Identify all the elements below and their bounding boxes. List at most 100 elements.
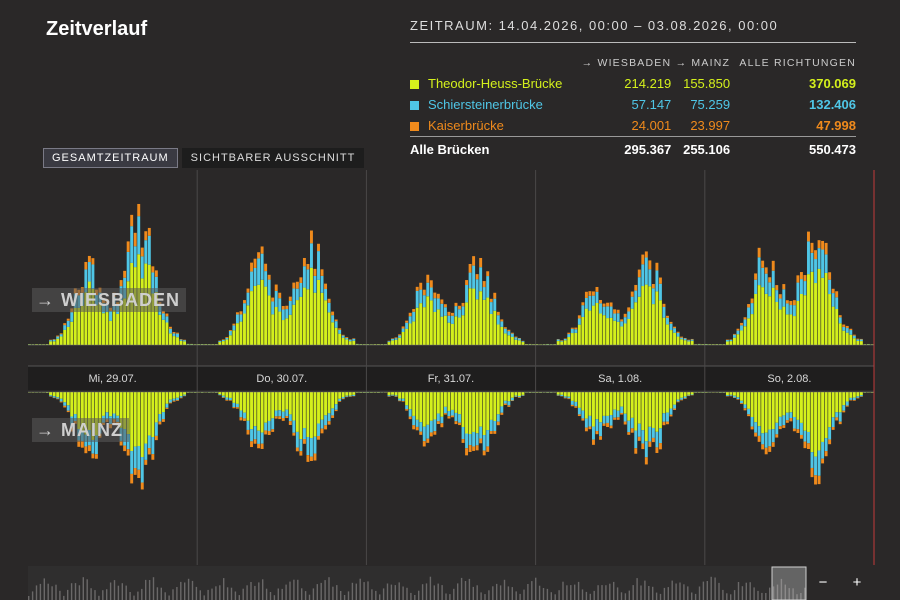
bar-mainz <box>669 408 673 415</box>
overview-bar <box>277 588 279 600</box>
bar-wiesbaden <box>814 283 817 345</box>
bar-mainz <box>782 392 786 416</box>
bar-mainz <box>451 415 454 418</box>
overview-bar <box>765 593 767 600</box>
summary-row-total: Alle Brücken 295.367 255.106 550.473 <box>410 136 856 160</box>
bar-mainz <box>574 401 578 407</box>
bar-wiesbaden <box>507 335 511 345</box>
bar-wiesbaden <box>729 339 733 342</box>
bar-mainz <box>221 395 225 398</box>
zoom-in-button[interactable]: + <box>852 574 862 591</box>
bar-wiesbaden <box>204 344 208 345</box>
overview-bar <box>203 595 205 600</box>
overview-bar <box>453 588 455 600</box>
bar-wiesbaden <box>176 337 179 345</box>
summary-row-theodor-heuss[interactable]: Theodor-Heuss-Brücke 214.219 155.850 370… <box>410 73 856 94</box>
bar-wiesbaden <box>468 288 472 345</box>
bar-wiesbaden <box>747 307 751 319</box>
overview-bar <box>43 578 45 600</box>
overview-bar <box>285 584 287 600</box>
bar-wiesbaden <box>70 321 74 345</box>
bar-wiesbaden <box>620 326 624 345</box>
bar-wiesbaden <box>151 272 155 294</box>
overview-bar <box>585 591 588 600</box>
overview-bar <box>336 585 338 600</box>
overview-bar <box>394 585 396 600</box>
bar-wiesbaden <box>271 314 275 345</box>
bar-wiesbaden <box>796 275 800 283</box>
bar-mainz <box>154 435 158 441</box>
bar-mainz <box>658 428 662 444</box>
summary-row-kaiser[interactable]: Kaiserbrücke 24.001 23.997 47.998 <box>410 115 856 137</box>
bar-mainz <box>172 392 176 399</box>
bar-wiesbaden <box>595 291 599 303</box>
bar-mainz <box>680 392 684 398</box>
bar-wiesbaden <box>454 316 458 345</box>
bar-mainz <box>306 437 310 456</box>
bar-wiesbaden <box>525 344 528 345</box>
bar-mainz <box>158 421 162 425</box>
bar-wiesbaden <box>186 344 190 345</box>
bar-mainz <box>627 420 631 433</box>
bar-wiesbaden <box>510 332 514 334</box>
bar-wiesbaden <box>588 291 592 296</box>
tab-gesamtzeitraum[interactable]: GESAMTZEITRAUM <box>43 148 178 168</box>
overview-bar <box>792 588 794 600</box>
bar-mainz <box>235 392 239 404</box>
bar-wiesbaden <box>235 314 239 324</box>
overview-bar <box>160 587 162 600</box>
bar-mainz <box>849 392 853 398</box>
bar-wiesbaden <box>243 300 246 304</box>
bar-mainz <box>408 416 412 420</box>
overview-bar <box>78 585 81 600</box>
value-all: 370.069 <box>809 76 856 91</box>
bar-mainz <box>324 392 328 416</box>
legend-swatch <box>410 80 419 90</box>
bar-wiesbaden <box>401 328 405 332</box>
tab-sichtbarer-ausschnitt[interactable]: SICHTBARER AUSSCHNITT <box>181 148 365 168</box>
bar-mainz <box>94 392 98 436</box>
bar-mainz <box>743 408 747 411</box>
bar-wiesbaden <box>514 336 518 338</box>
bar-mainz <box>440 423 444 428</box>
bar-wiesbaden <box>658 300 662 345</box>
bar-mainz <box>747 408 751 415</box>
bar-wiesbaden <box>422 307 426 345</box>
bar-mainz <box>288 392 292 415</box>
bar-mainz <box>514 396 518 398</box>
bar-mainz <box>648 426 652 442</box>
bar-mainz <box>581 418 585 421</box>
bar-wiesbaden <box>648 269 652 287</box>
overview-bar <box>737 582 740 600</box>
summary-row-schiersteiner[interactable]: Schiersteinerbrücke 57.147 75.259 132.40… <box>410 94 856 115</box>
bar-wiesbaden <box>218 340 222 343</box>
bar-mainz <box>267 392 271 421</box>
bar-mainz <box>789 412 793 419</box>
zoom-out-button[interactable]: − <box>818 574 828 591</box>
overview-bar <box>117 585 120 600</box>
bar-mainz <box>405 405 409 410</box>
bar-wiesbaden <box>472 265 476 289</box>
bar-wiesbaden <box>507 331 511 336</box>
bar-wiesbaden <box>415 286 419 291</box>
bar-wiesbaden <box>817 248 821 269</box>
bar-wiesbaden <box>126 281 130 345</box>
bar-wiesbaden <box>641 264 645 287</box>
bar-wiesbaden <box>355 344 359 345</box>
bar-mainz <box>687 394 691 396</box>
overview-bar <box>429 576 432 600</box>
bar-mainz <box>228 397 232 401</box>
overview-bar <box>262 579 264 600</box>
bar-wiesbaden <box>768 282 772 297</box>
bar-wiesbaden <box>116 313 120 345</box>
bar-mainz <box>500 392 504 407</box>
bar-wiesbaden <box>644 251 648 258</box>
overview-bar <box>554 594 556 600</box>
bar-mainz <box>472 431 476 447</box>
overview-bar <box>784 584 786 600</box>
overview-bar <box>640 585 642 600</box>
bar-mainz <box>91 439 95 454</box>
bar-mainz <box>123 392 127 430</box>
overview-bar <box>98 595 100 600</box>
